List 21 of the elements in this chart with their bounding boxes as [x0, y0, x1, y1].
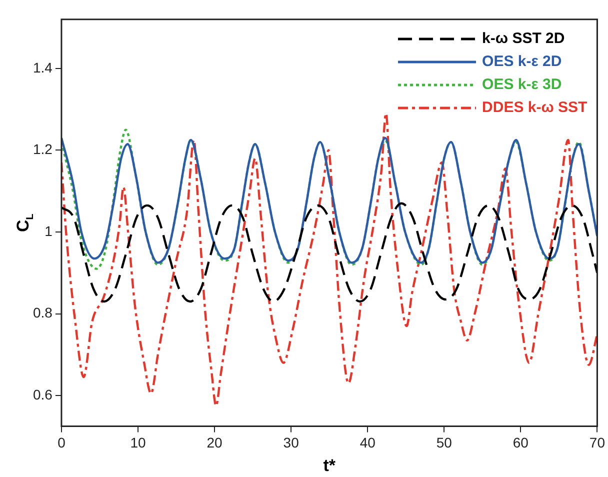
text: OES k-ε 2D — [482, 53, 562, 70]
x-tick-label: 20 — [206, 434, 223, 450]
text: k-ω SST 2D — [482, 30, 565, 48]
text: OES k-ε 3D — [482, 76, 562, 94]
x-tick-label: 0 — [58, 434, 66, 450]
y-tick-label: 0.6 — [32, 386, 53, 402]
y-tick-label: 1.2 — [32, 141, 53, 158]
x-tick-label: 30 — [283, 434, 300, 450]
y-tick-label: 1.4 — [32, 59, 53, 76]
y-axis-title: CL — [14, 214, 36, 232]
text: DDES k-ω SST — [482, 99, 588, 116]
x-tick-label: 50 — [436, 434, 452, 450]
x-tick-label: 10 — [130, 434, 146, 450]
y-tick-label: 1 — [44, 222, 53, 239]
x-axis-title: t* — [323, 456, 336, 476]
x-tick-label: 40 — [360, 434, 376, 450]
x-tick-label: 70 — [589, 434, 606, 450]
line-series — [61, 112, 598, 407]
line-series — [61, 202, 598, 303]
x-tick-label: 60 — [512, 434, 529, 450]
y-tick-label: 0.8 — [32, 304, 53, 321]
